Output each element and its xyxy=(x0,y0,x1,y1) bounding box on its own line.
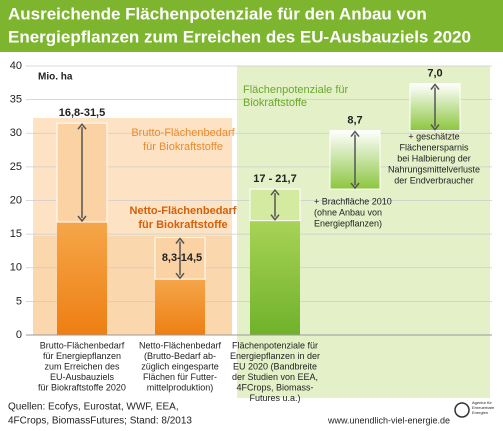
y-tick-label: 25 xyxy=(10,161,22,173)
unit: Mio. ha xyxy=(38,72,73,83)
bar-base xyxy=(250,220,300,335)
annotation: bei Halbierung der xyxy=(397,153,471,163)
value-label: 17 - 21,7 xyxy=(253,173,296,185)
annotation: (ohne Anbau von xyxy=(314,207,382,217)
value-label: 16,8-31,5 xyxy=(59,107,105,119)
y-tick-label: 0 xyxy=(16,329,22,341)
category-label: für Biokraftstoffe 2020 xyxy=(38,382,126,392)
url: www.unendlich-viel-energie.de xyxy=(327,415,450,425)
arrow-head xyxy=(77,122,87,223)
value-label: 8,3-14,5 xyxy=(162,252,202,264)
annotation: Energiepflanzen) xyxy=(314,218,382,228)
annotation: Flächenpotenziale für xyxy=(243,84,349,96)
category-label: für Energiepflanzen xyxy=(43,351,121,361)
bar-base xyxy=(57,222,107,335)
value-label: 7,0 xyxy=(427,67,442,79)
title: Energiepflanzen zum Erreichen des EU-Aus… xyxy=(8,27,471,46)
title: Ausreichende Flächenpotenziale für den A… xyxy=(8,4,427,23)
arrow-head xyxy=(175,237,185,280)
y-tick-label: 10 xyxy=(10,262,22,274)
category-label: Brutto-Flächenbedarf xyxy=(40,340,125,350)
category-label: Flächen für Futter- xyxy=(143,372,217,382)
category-label: mittelproduktion) xyxy=(147,382,214,392)
category-label: züglich eingesparte xyxy=(141,361,219,371)
annotation: Biokraftstoffe xyxy=(243,97,307,109)
logo: Agentur für xyxy=(472,400,492,405)
category-label: Energiepflanzen in der xyxy=(230,351,320,361)
arrow-head xyxy=(430,83,440,131)
y-tick-label: 5 xyxy=(16,295,22,307)
bar-base xyxy=(155,279,205,335)
title-bar xyxy=(0,0,503,52)
category-label: EU-Ausbauziels xyxy=(50,372,115,382)
arrow-head xyxy=(350,130,360,190)
category-label: Netto-Flächenbedarf xyxy=(139,340,222,350)
logo: Energien xyxy=(472,410,488,415)
annotation: Flächenersparnis xyxy=(399,142,469,152)
annotation: für Biokraftstoffe xyxy=(143,141,223,153)
annotation: + geschätzte xyxy=(408,131,459,141)
category-label: EU 2020 (Bandbreite xyxy=(233,361,317,371)
annotation: Nahrungsmittelverluste xyxy=(388,164,480,174)
source: 4FCrops, BiomassFutures; Stand: 8/2013 xyxy=(8,416,192,427)
category-label: der Studien von EEA, xyxy=(232,372,318,382)
category-label: Flächenpotenziale für xyxy=(232,340,318,350)
y-tick-label: 35 xyxy=(10,94,22,106)
category-label: Futures u.a.) xyxy=(249,393,300,403)
annotation: der Endverbraucher xyxy=(394,175,474,185)
annotation: Netto-Flächenbedarf xyxy=(130,205,237,217)
logo: Erneuerbare xyxy=(472,405,495,410)
annotation: für Biokraftstoffe xyxy=(138,219,227,231)
y-tick-label: 30 xyxy=(10,127,22,139)
annotation: Brutto-Flächenbedarf xyxy=(131,127,235,139)
logo-icon xyxy=(454,402,470,418)
source: Quellen: Ecofys, Eurostat, WWF, EEA, xyxy=(8,402,179,413)
value-label: 8,7 xyxy=(347,114,362,126)
category-label: (Brutto-Bedarf ab- xyxy=(144,351,216,361)
arrow-head xyxy=(270,188,280,221)
category-label: 4FCrops, Biomass- xyxy=(236,382,313,392)
y-tick-label: 20 xyxy=(10,194,22,206)
y-tick-label: 40 xyxy=(10,60,22,72)
category-label: zum Erreichen des xyxy=(44,361,120,371)
y-tick-label: 15 xyxy=(10,228,22,240)
annotation: + Brachfläche 2010 xyxy=(314,196,392,206)
